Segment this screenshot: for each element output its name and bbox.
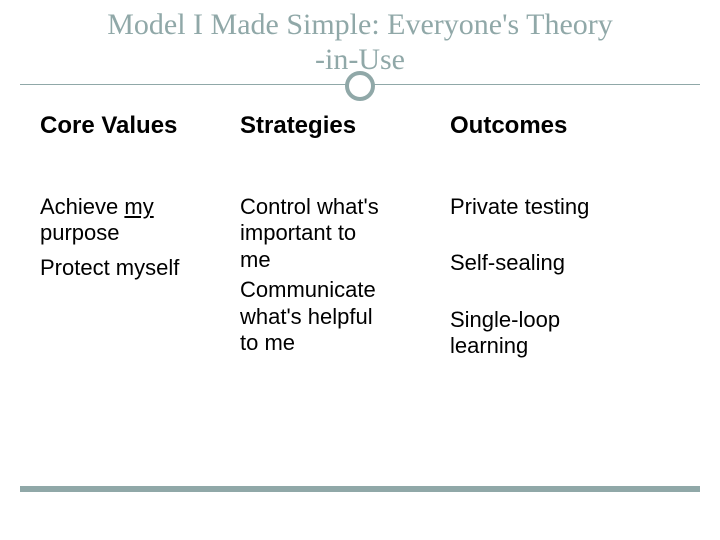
text-line: Single-loop <box>450 307 560 332</box>
column-header: Core Values <box>40 112 240 140</box>
text-fragment: purpose <box>40 220 120 245</box>
column-strategies: Strategies Control what's important to m… <box>240 112 450 364</box>
list-item: Achieve my purpose <box>40 194 240 247</box>
slide-container: Model I Made Simple: Everyone's Theory -… <box>0 0 720 540</box>
circle-icon <box>345 71 375 101</box>
three-column-layout: Core Values Achieve my purpose Protect m… <box>40 112 680 364</box>
list-item: Single-loop learning <box>450 307 650 360</box>
text-line: what's helpful <box>240 304 373 329</box>
column-body: Private testing Self-sealing Single-loop… <box>450 194 650 364</box>
text-line: to me <box>240 330 295 355</box>
column-body: Control what's important to me Communica… <box>240 194 450 360</box>
content-area: Core Values Achieve my purpose Protect m… <box>40 112 680 364</box>
underlined-text: my <box>124 194 153 219</box>
list-item: Communicate what's helpful to me <box>240 277 450 356</box>
slide-title: Model I Made Simple: Everyone's Theory -… <box>0 8 720 77</box>
text-line: important to <box>240 220 356 245</box>
column-header: Outcomes <box>450 112 650 140</box>
list-item: Self-sealing <box>450 250 650 276</box>
text-line: Control what's <box>240 194 379 219</box>
bottom-horizontal-rule <box>20 486 700 492</box>
title-area: Model I Made Simple: Everyone's Theory -… <box>0 0 720 77</box>
text-line: learning <box>450 333 528 358</box>
column-outcomes: Outcomes Private testing Self-sealing Si… <box>450 112 650 364</box>
list-item: Protect myself <box>40 255 240 281</box>
text-line: Communicate <box>240 277 376 302</box>
list-item: Private testing <box>450 194 650 220</box>
list-item: Control what's important to me <box>240 194 450 273</box>
column-core-values: Core Values Achieve my purpose Protect m… <box>40 112 240 364</box>
column-body: Achieve my purpose Protect myself <box>40 194 240 285</box>
text-fragment: Achieve <box>40 194 124 219</box>
title-line-1: Model I Made Simple: Everyone's Theory <box>107 8 613 41</box>
column-header: Strategies <box>240 112 450 140</box>
text-line: me <box>240 247 271 272</box>
